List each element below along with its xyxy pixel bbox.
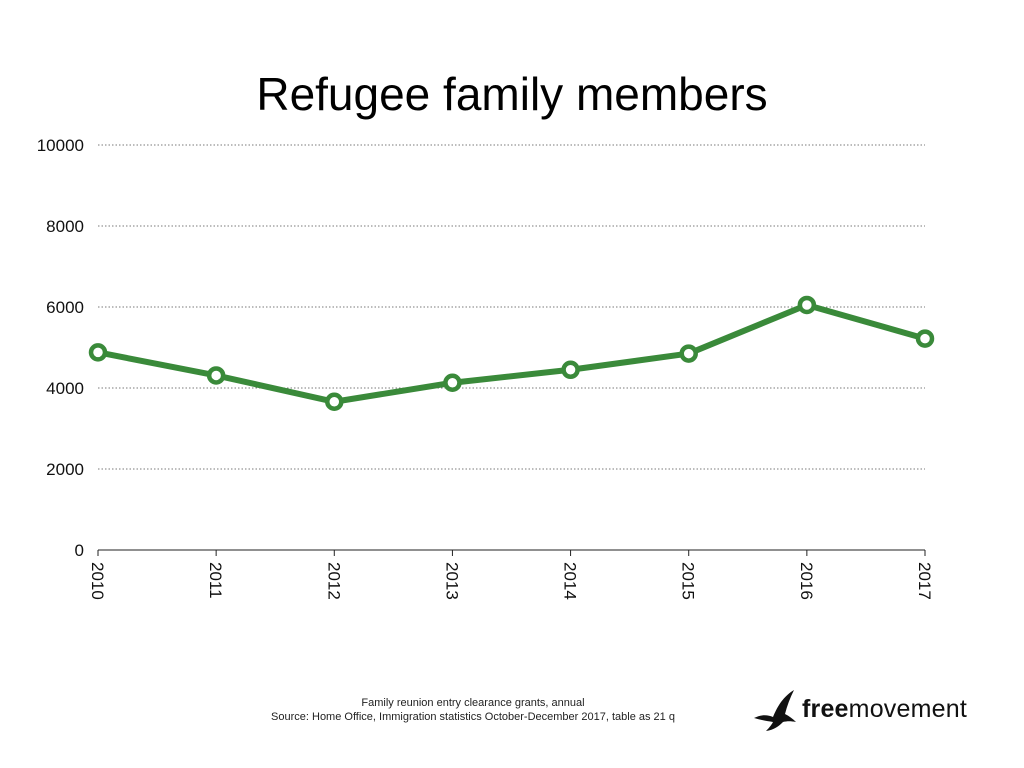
data-point-2017 bbox=[915, 329, 935, 348]
y-tick-label-8000: 8000 bbox=[46, 217, 84, 236]
bird-icon bbox=[754, 690, 796, 731]
x-tick-label-2012: 2012 bbox=[324, 562, 343, 600]
x-tick-label-2015: 2015 bbox=[679, 562, 698, 600]
x-tick-label-2014: 2014 bbox=[561, 562, 580, 600]
logo-text: freemovement bbox=[802, 694, 967, 724]
x-tick-label-2017: 2017 bbox=[915, 562, 934, 600]
series bbox=[88, 295, 935, 412]
data-point-2011 bbox=[206, 366, 226, 385]
series-line-0 bbox=[95, 301, 928, 405]
data-point-2014 bbox=[561, 360, 580, 380]
data-point-2016 bbox=[797, 295, 817, 315]
logo-text-regular: movement bbox=[848, 695, 967, 723]
x-tick-label-2016: 2016 bbox=[797, 562, 816, 600]
data-point-2010 bbox=[88, 343, 108, 362]
logo-text-bold: free bbox=[802, 695, 849, 723]
axes bbox=[97, 549, 926, 556]
chart-footnote: Family reunion entry clearance grants, a… bbox=[190, 696, 756, 724]
y-tick-labels: 0 2000 4000 6000 8000 10000 bbox=[37, 136, 84, 560]
chart-title: Refugee family members bbox=[256, 68, 768, 120]
x-tick-label-2010: 2010 bbox=[88, 562, 107, 600]
footnote-source: Source: Home Office, Immigration statist… bbox=[271, 711, 675, 723]
data-point-2012 bbox=[325, 392, 344, 412]
x-tick-label-2011: 2011 bbox=[206, 562, 225, 599]
grid-lines bbox=[98, 144, 925, 470]
y-tick-label-6000: 6000 bbox=[46, 298, 84, 317]
y-tick-label-0: 0 bbox=[75, 541, 84, 560]
footnote-line-1: Family reunion entry clearance grants, a… bbox=[361, 697, 585, 709]
y-tick-label-10000: 10000 bbox=[37, 136, 84, 155]
freemovement-logo: freemovement bbox=[752, 688, 982, 734]
x-tick-labels: 2010 2011 2012 2013 2014 2015 2016 2017 bbox=[88, 562, 934, 600]
y-tick-label-4000: 4000 bbox=[46, 379, 84, 398]
data-point-2013 bbox=[443, 373, 462, 392]
x-tick-label-2013: 2013 bbox=[442, 562, 461, 600]
data-point-2015 bbox=[679, 344, 698, 363]
y-tick-label-2000: 2000 bbox=[46, 460, 84, 479]
